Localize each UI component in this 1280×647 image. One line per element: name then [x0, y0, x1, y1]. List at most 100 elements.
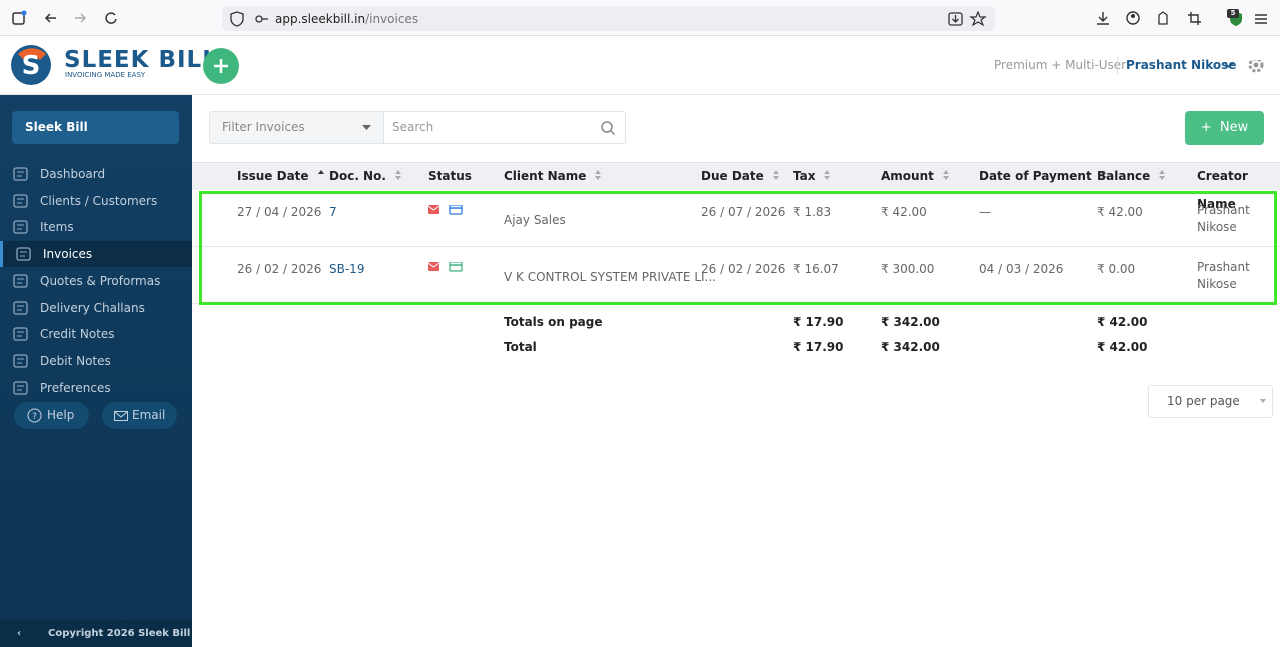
filter-dropdown[interactable]: Filter Invoices	[209, 111, 384, 144]
column-label: Creator Name	[1197, 169, 1248, 211]
sort-icon	[595, 170, 602, 180]
total-balance: ₹ 42.00	[1097, 315, 1148, 329]
logo-tagline: INVOICING MADE EASY	[65, 71, 146, 79]
nav-icon	[13, 220, 28, 235]
column-label: Tax	[793, 169, 816, 183]
cell-doc-no[interactable]: SB-19	[329, 262, 365, 276]
company-selector[interactable]: Sleek Bill	[12, 111, 179, 144]
new-label: New	[1219, 120, 1249, 135]
logo-icon[interactable]: S	[10, 44, 54, 86]
cell-tax: ₹ 16.07	[793, 262, 839, 276]
help-button[interactable]: ? Help	[14, 402, 89, 429]
nav-icon	[13, 194, 28, 208]
nav-label: Preferences	[40, 380, 111, 395]
nav-icon	[13, 327, 28, 341]
cell-amount: ₹ 300.00	[881, 262, 935, 276]
nav-item[interactable]: Delivery Challans	[0, 295, 192, 321]
nav-item[interactable]: Preferences	[0, 375, 192, 401]
cell-amount: ₹ 42.00	[881, 205, 927, 219]
table-header	[192, 162, 1280, 190]
nav-icon	[16, 247, 31, 261]
nav-item[interactable]: Debit Notes	[0, 348, 192, 374]
help-label: Help	[47, 408, 75, 422]
copyright: Copyright 2026 Sleek Bill	[48, 628, 191, 639]
nav-item[interactable]: Invoices	[0, 241, 192, 268]
nav-label: Items	[40, 220, 74, 235]
security-icons	[230, 11, 268, 27]
user-menu[interactable]: Prashant Nikose	[1126, 58, 1237, 72]
nav-icon	[13, 274, 28, 288]
total-label: Totals on page	[504, 315, 603, 329]
nav-icon	[13, 380, 28, 395]
sort-icon	[1100, 170, 1107, 180]
cell-balance: ₹ 0.00	[1097, 262, 1136, 276]
cell-payment-date: 04 / 03 / 2026	[979, 262, 1064, 276]
column-header[interactable]: Client Name	[504, 162, 602, 190]
sort-icon	[824, 170, 831, 180]
total-tax: ₹ 17.90	[793, 340, 844, 354]
column-label: Doc. No.	[329, 169, 386, 183]
svg-text:S: S	[22, 51, 41, 81]
total-amount: ₹ 342.00	[881, 315, 940, 329]
collapse-button[interactable]: ‹	[17, 628, 22, 639]
column-label: Client Name	[504, 169, 587, 183]
column-header[interactable]: Amount	[881, 162, 949, 190]
cell-payment-date: —	[979, 205, 991, 219]
search-input[interactable]: Search	[383, 111, 626, 144]
cell-balance: ₹ 42.00	[1097, 205, 1143, 219]
url-domain: app.sleekbill.in	[275, 12, 366, 26]
nav-buttons[interactable]	[12, 10, 122, 26]
cell-issue-date: 26 / 02 / 2026	[237, 262, 322, 276]
url-text: app.sleekbill.in/invoices	[275, 12, 418, 26]
nav-label: Credit Notes	[40, 327, 115, 342]
column-header: Creator Name	[1197, 162, 1280, 211]
column-header[interactable]: Balance	[1097, 162, 1166, 190]
email-button[interactable]: Email	[102, 402, 177, 429]
status-icons[interactable]	[428, 262, 464, 272]
highlight-box	[199, 191, 1277, 305]
browser-extensions[interactable]	[1095, 9, 1270, 29]
nav-item[interactable]: Credit Notes	[0, 321, 192, 347]
nav-icon	[13, 167, 28, 181]
email-label: Email	[132, 408, 166, 422]
column-header[interactable]: Tax	[793, 162, 831, 190]
per-page-select[interactable]: 10 per page	[1148, 385, 1273, 418]
url-bar[interactable]	[222, 6, 995, 31]
new-invoice-button[interactable]: + New	[1185, 111, 1264, 145]
nav-label: Quotes & Proformas	[40, 273, 161, 288]
invoice-row[interactable]	[192, 190, 1280, 247]
column-label: Amount	[881, 169, 934, 183]
header-icons[interactable]	[1224, 60, 1266, 80]
cell-creator: Prashant Nikose	[1197, 260, 1250, 291]
status-icons[interactable]	[428, 205, 464, 215]
cell-client: V K CONTROL SYSTEM PRIVATE LI...	[504, 270, 716, 284]
filter-label: Filter Invoices	[222, 120, 305, 134]
cell-issue-date: 27 / 04 / 2026	[237, 205, 322, 219]
column-label: Due Date	[701, 169, 764, 183]
cell-creator: Prashant Nikose	[1197, 203, 1250, 234]
total-amount: ₹ 342.00	[881, 340, 940, 354]
logo-title: SLEEK BILL	[64, 47, 218, 73]
column-label: Status	[428, 169, 472, 183]
column-header[interactable]: Doc. No.	[329, 162, 401, 190]
browser-toolbar: app.sleekbill.in/invoices 5	[0, 0, 1280, 36]
cell-doc-no[interactable]: 7	[329, 205, 337, 219]
column-header[interactable]: Due Date	[701, 162, 779, 190]
nav-item[interactable]: Items	[0, 214, 192, 240]
sort-icon	[942, 170, 949, 180]
total-label: Total	[504, 340, 537, 354]
column-header[interactable]: Date of Payment	[979, 162, 1107, 190]
column-header[interactable]: Issue Date	[237, 162, 324, 190]
quick-add-button[interactable]	[203, 48, 239, 84]
total-balance: ₹ 42.00	[1097, 340, 1148, 354]
column-header: Status	[428, 162, 472, 190]
nav-item[interactable]: Quotes & Proformas	[0, 268, 192, 294]
sort-icon	[772, 170, 779, 180]
cell-due-date: 26 / 07 / 2026	[701, 205, 786, 219]
nav-item[interactable]: Clients / Customers	[0, 188, 192, 214]
page-actions[interactable]	[948, 11, 988, 27]
nav-item[interactable]: Dashboard	[0, 161, 192, 187]
url-path: /invoices	[365, 12, 419, 26]
